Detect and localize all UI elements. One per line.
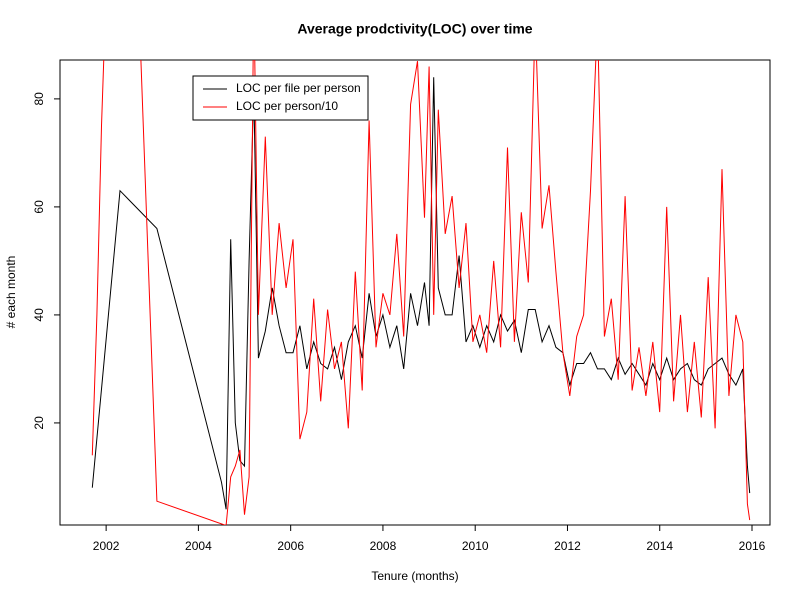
x-tick-label: 2006 <box>277 539 304 553</box>
y-axis-label: # each month <box>4 256 18 329</box>
x-tick-label: 2008 <box>370 539 397 553</box>
legend-box <box>192 75 369 121</box>
x-tick-label: 2002 <box>93 539 120 553</box>
x-tick-label: 2016 <box>739 539 766 553</box>
chart-title: Average prodctivity(LOC) over time <box>297 21 532 37</box>
x-tick-label: 2012 <box>554 539 581 553</box>
series-line <box>91 60 751 525</box>
x-tick-label: 2010 <box>462 539 489 553</box>
y-tick-label: 80 <box>32 92 46 106</box>
plot-area <box>91 60 751 525</box>
x-axis-label: Tenure (months) <box>371 569 458 583</box>
legend-label: LOC per file per person <box>236 81 361 95</box>
y-tick-label: 20 <box>32 416 46 430</box>
plot-frame <box>59 59 771 526</box>
x-tick-label: 2014 <box>646 539 673 553</box>
x-tick-label: 2004 <box>185 539 212 553</box>
series-line <box>91 77 751 510</box>
y-tick-label: 60 <box>32 200 46 214</box>
legend-label: LOC per person/10 <box>236 99 338 113</box>
y-tick-label: 40 <box>32 308 46 322</box>
